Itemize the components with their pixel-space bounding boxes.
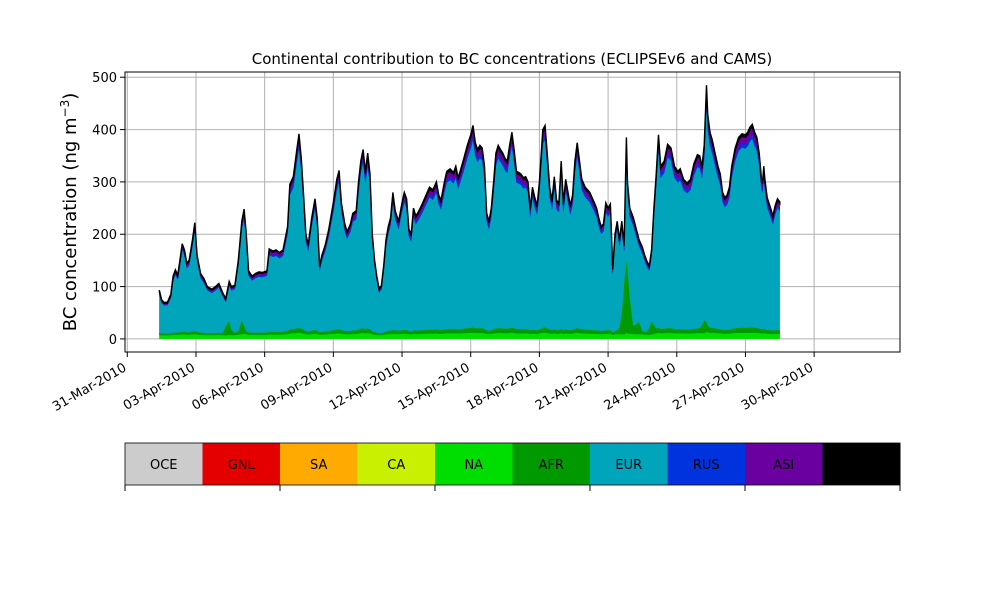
legend-swatch-rus [667, 443, 746, 485]
legend-label-na: NA [464, 458, 483, 473]
y-tick-label: 100 [92, 281, 117, 296]
x-tick-label: 06-Apr-2010 [190, 360, 267, 413]
y-tick-label: 400 [92, 124, 117, 139]
legend-label-rus: RUS [693, 458, 720, 473]
x-tick-label: 12-Apr-2010 [327, 360, 404, 413]
x-axis-ticks: 31-Mar-201003-Apr-201006-Apr-201009-Apr-… [50, 352, 816, 415]
legend-swatch-oce [125, 443, 203, 485]
legend-label-eur: EUR [615, 458, 642, 473]
x-tick-label: 09-Apr-2010 [258, 360, 335, 413]
region-colorbar-legend: OCE GNL SA CA NA AFR EUR RUS ASI AUS [124, 442, 901, 491]
x-tick-label: 21-Apr-2010 [533, 360, 610, 413]
x-tick-label: 27-Apr-2010 [670, 360, 747, 413]
stacked-areas [158, 85, 781, 340]
legend-label-aus: AUS [848, 458, 875, 473]
x-tick-label: 24-Apr-2010 [602, 360, 679, 413]
legend-swatch-ca [357, 443, 436, 485]
x-tick-label: 18-Apr-2010 [464, 360, 541, 413]
legend-swatch-asi [745, 443, 823, 485]
legend-label-gnl: GNL [228, 458, 256, 473]
legend-swatch-sa [280, 443, 358, 485]
legend-label-ca: CA [387, 458, 405, 473]
area-series-aus [158, 85, 781, 304]
legend-swatch-gnl [202, 443, 281, 485]
y-axis-label: BC concentration (ng m−3) [58, 93, 81, 332]
legend-swatch-aus [822, 443, 901, 485]
y-axis-ticks: 0 100 200 300 400 500 [92, 71, 125, 348]
y-axis-label-main: BC concentration (ng m [60, 117, 81, 331]
y-tick-label: 0 [109, 333, 117, 348]
plot-frame [124, 71, 901, 353]
x-tick-label: 31-Mar-2010 [50, 360, 129, 414]
legend-label-sa: SA [310, 458, 327, 473]
legend-swatch-afr [512, 443, 591, 485]
x-tick-label: 03-Apr-2010 [121, 360, 198, 413]
y-tick-label: 500 [92, 71, 117, 86]
chart-title: Continental contribution to BC concentra… [252, 50, 773, 68]
y-axis-label-close: ) [60, 93, 81, 100]
legend-swatch-eur [590, 443, 668, 485]
legend-frame [124, 442, 901, 486]
legend-label-afr: AFR [539, 458, 564, 473]
y-tick-label: 200 [92, 228, 117, 243]
y-tick-label: 300 [92, 176, 117, 191]
svg-text:BC concentration (ng m−3): BC concentration (ng m−3) [58, 93, 81, 332]
y-axis-label-exponent: −3 [58, 100, 72, 118]
x-tick-label: 30-Apr-2010 [739, 360, 816, 413]
legend-label-asi: ASI [773, 458, 794, 473]
x-tick-label: 15-Apr-2010 [396, 360, 473, 413]
legend-label-oce: OCE [150, 458, 178, 473]
legend-swatch-na [435, 443, 513, 485]
